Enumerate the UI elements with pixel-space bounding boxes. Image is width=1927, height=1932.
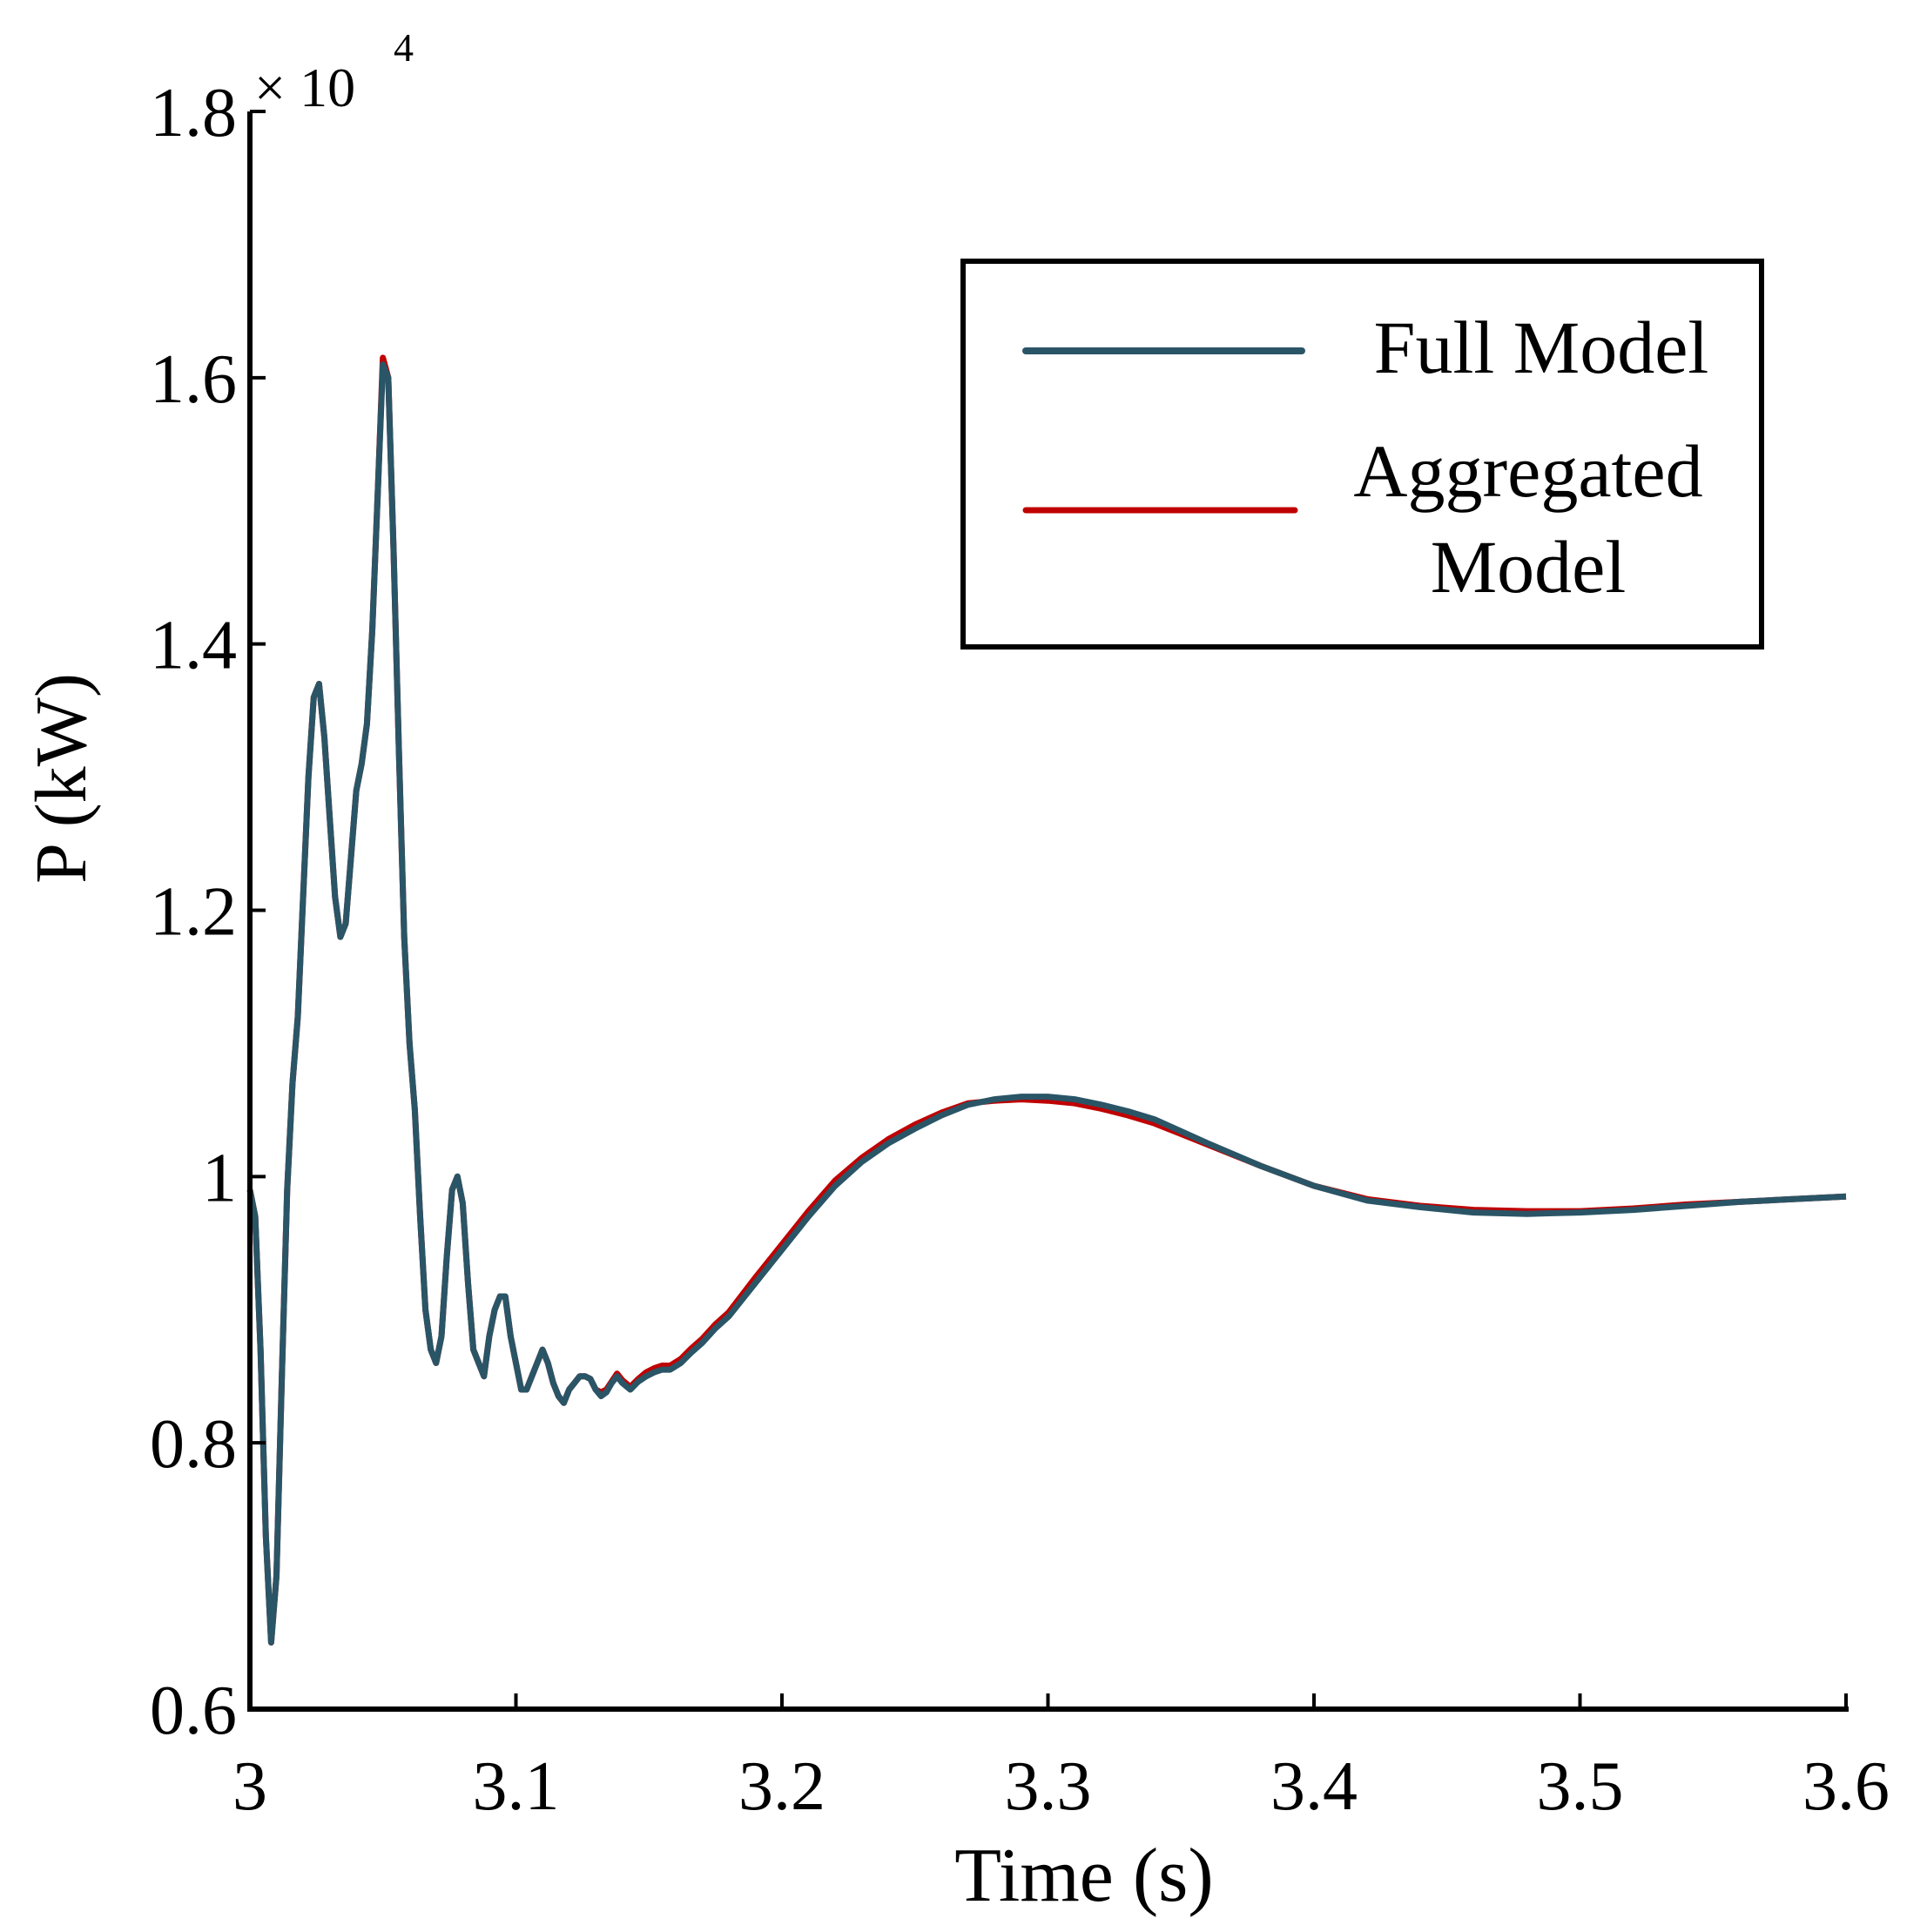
- y-tick-label: 1.4: [150, 608, 237, 684]
- x-tick-label: 3.2: [738, 1748, 825, 1825]
- y-multiplier-exponent: 4: [394, 25, 414, 70]
- x-tick-label: 3.6: [1802, 1748, 1890, 1825]
- x-tick-label: 3.4: [1270, 1748, 1358, 1825]
- legend-label-aggregated-line-2: Model: [1431, 525, 1627, 609]
- y-tick-label: 1.2: [150, 874, 237, 951]
- legend: Full Model Aggregated Model: [960, 259, 1764, 650]
- y-multiplier-base: × 10: [254, 57, 355, 118]
- y-tick-label: 1.6: [150, 341, 237, 418]
- x-tick-label: 3.3: [1005, 1748, 1092, 1825]
- y-tick-label: 1: [202, 1140, 237, 1216]
- x-tick-label: 3.5: [1537, 1748, 1624, 1825]
- ticks-layer: 3 3.1 3.2 3.3 3.4 3.5 3.6 0.6 0.8 1 1.2 1.4 1.6 1.8: [150, 75, 1890, 1825]
- legend-label-full-model: Full Model: [1374, 306, 1709, 389]
- legend-label-aggregated-line-1: Aggregated: [1353, 429, 1702, 513]
- legend-box: [960, 259, 1764, 650]
- series-line-full-model: [246, 361, 1847, 1646]
- x-tick-label: 3.1: [473, 1748, 560, 1825]
- y-tick-label: 0.6: [150, 1673, 237, 1749]
- x-axis-label: Time (s): [954, 1834, 1213, 1918]
- y-tick-label: 1.8: [150, 75, 237, 151]
- x-tick-label: 3: [232, 1748, 267, 1825]
- y-axis-label: P (kW): [21, 673, 102, 884]
- series-layer: [246, 354, 1847, 1646]
- y-tick-label: 0.8: [150, 1406, 237, 1483]
